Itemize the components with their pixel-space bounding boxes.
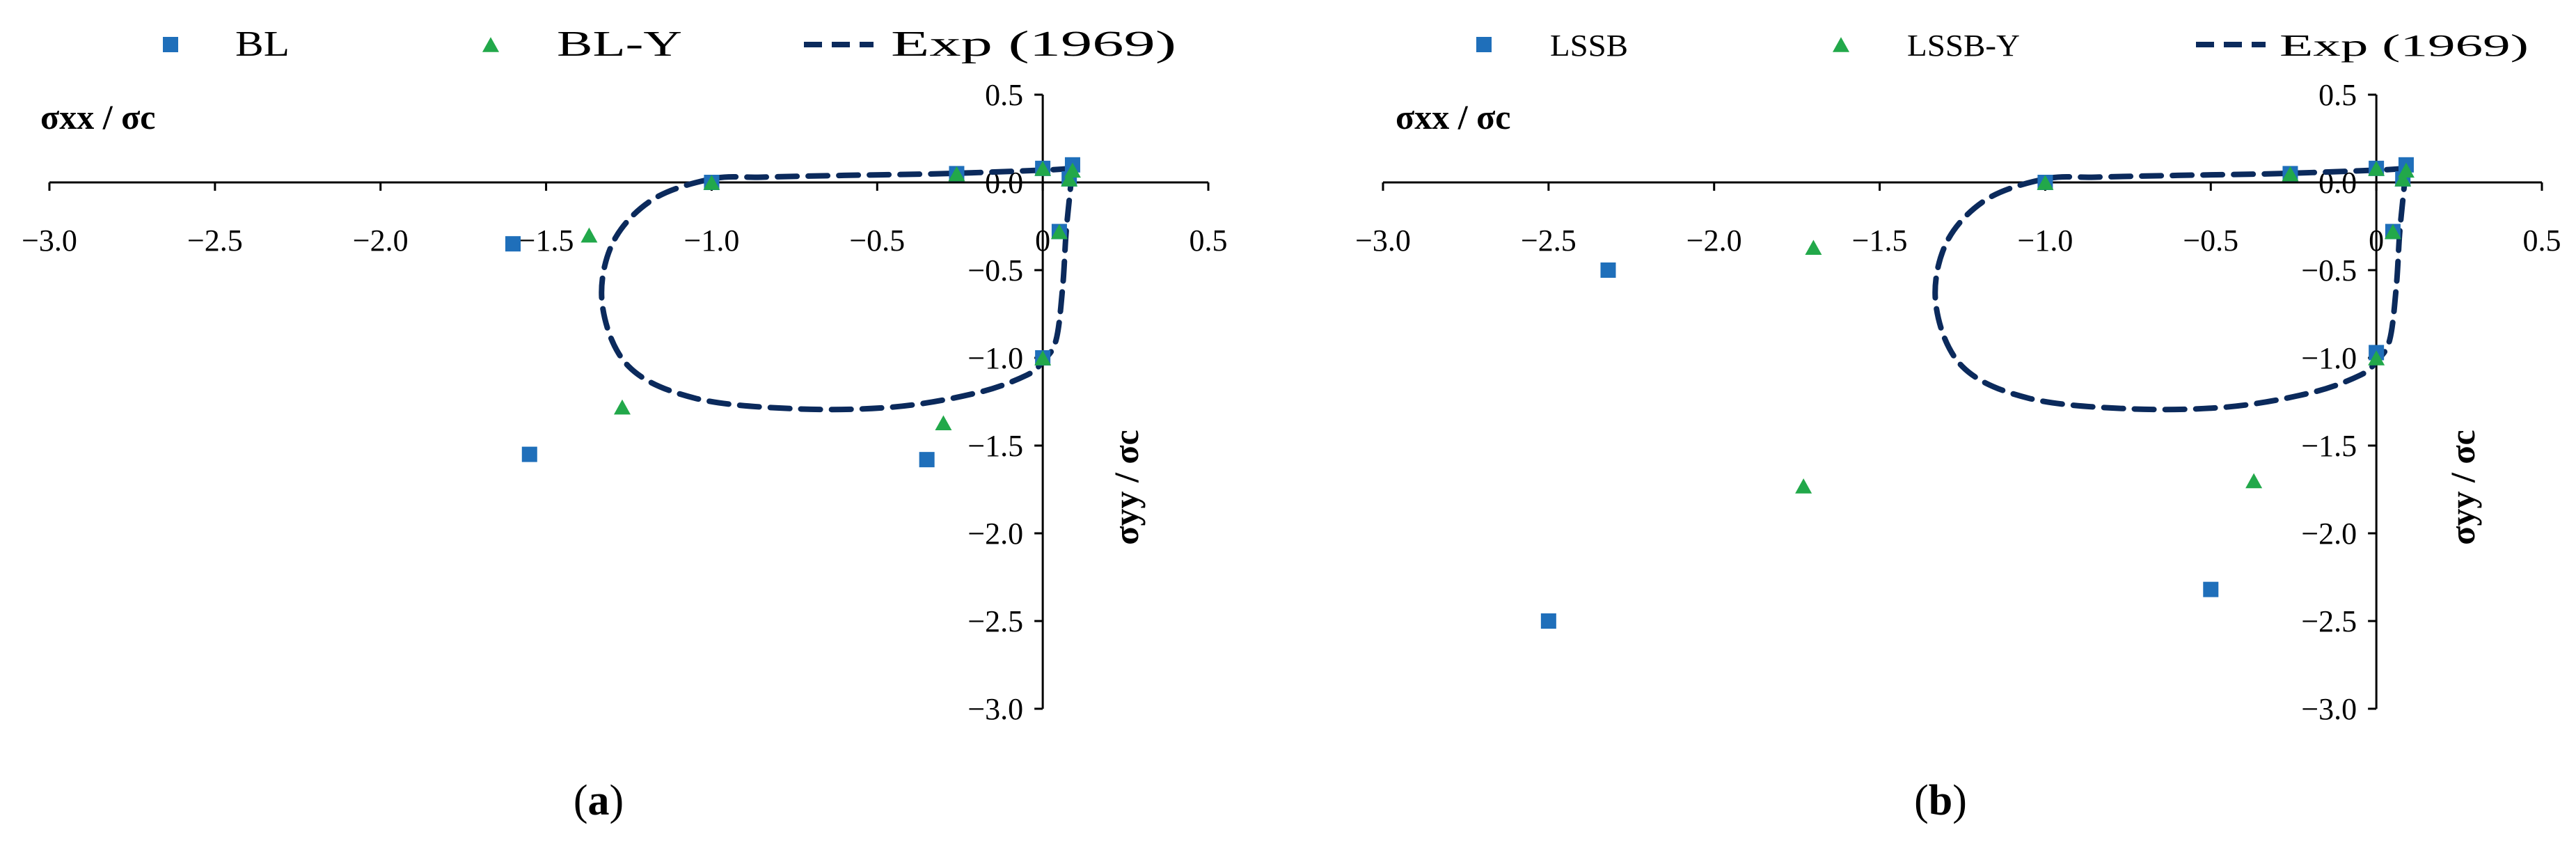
legend-label: Exp (1969) <box>2279 29 2529 63</box>
data-point-triangle <box>2282 166 2299 182</box>
data-point-square <box>1600 262 1616 278</box>
exp-1969-curve <box>1932 165 2409 413</box>
x-tick-label: −2.5 <box>1521 223 1577 258</box>
panel-label: (a) <box>574 777 624 824</box>
panel-label-close-paren: ) <box>610 777 624 824</box>
data-point-triangle <box>613 399 631 415</box>
legend-label: Exp (1969) <box>891 24 1176 64</box>
y-tick-label: −3.0 <box>2301 692 2357 726</box>
y-tick-label: −3.0 <box>967 692 1023 726</box>
legend-label: BL <box>235 24 290 64</box>
legend-label: LSSB <box>1550 29 1628 63</box>
data-point-triangle <box>580 227 598 243</box>
data-point-triangle <box>1050 223 1068 240</box>
panel-label-letter: a <box>588 777 610 824</box>
x-tick-label: −0.5 <box>2183 223 2238 258</box>
data-point-square <box>919 452 935 468</box>
y-tick-label: −0.5 <box>2301 253 2357 288</box>
x-axis-label: σxx / σc <box>1396 97 1510 136</box>
data-point-square <box>505 236 521 252</box>
data-point-triangle <box>1034 350 1052 366</box>
x-tick-label: −0.5 <box>849 223 905 258</box>
x-tick-label: −2.5 <box>187 223 243 258</box>
data-point-triangle <box>1034 161 1052 176</box>
data-point-square <box>521 446 537 462</box>
y-tick-label: −2.0 <box>2301 517 2357 551</box>
x-tick-label: 0 <box>1035 223 1050 258</box>
data-point-triangle <box>2394 171 2412 187</box>
legend-square-swatch <box>163 37 178 52</box>
y-tick-label: −1.0 <box>2301 341 2357 375</box>
panel-label: (b) <box>1914 777 1967 824</box>
legend-label: BL-Y <box>557 24 682 64</box>
legend-square-swatch <box>1476 37 1492 52</box>
panel-label-open-paren: ( <box>1914 777 1929 824</box>
x-tick-label: −3.0 <box>22 223 77 258</box>
data-point-triangle <box>703 175 720 190</box>
x-tick-label: 0.5 <box>2523 223 2561 258</box>
data-point-triangle <box>935 415 952 431</box>
y-tick-label: 0.5 <box>985 78 1023 112</box>
chart-panel-a: −3.0 −2.5 −2.0 −1.5 −1.0 −0.5 0 0.50.50.0−0.5−1… <box>22 24 1227 824</box>
data-point-triangle <box>948 166 965 182</box>
x-tick-label: 0 <box>2369 223 2384 258</box>
data-point-square <box>2203 581 2219 597</box>
panel-label-close-paren: ) <box>1952 777 1967 824</box>
data-point-triangle <box>2368 350 2385 366</box>
data-point-triangle <box>2368 161 2385 176</box>
y-axis-label: σyy / σc <box>2443 430 2482 544</box>
y-tick-label: −1.0 <box>967 341 1023 375</box>
legend-triangle-swatch <box>1833 37 1849 52</box>
data-point-triangle <box>2037 175 2054 190</box>
y-tick-label: −2.0 <box>967 517 1023 551</box>
y-tick-label: −2.5 <box>967 604 1023 638</box>
x-tick-label: −1.5 <box>1852 223 1908 258</box>
x-tick-label: −1.0 <box>684 223 740 258</box>
data-point-triangle <box>1805 240 1822 256</box>
x-tick-label: −1.5 <box>519 223 574 258</box>
data-point-triangle <box>2245 473 2263 489</box>
data-point-square <box>1540 613 1556 629</box>
legend-triangle-swatch <box>482 37 499 52</box>
x-tick-label: −2.0 <box>353 223 409 258</box>
x-tick-label: −1.0 <box>2018 223 2073 258</box>
panel-label-letter: b <box>1929 777 1952 824</box>
data-point-triangle <box>1061 171 1078 187</box>
chart-panel-b: −3.0 −2.5 −2.0 −1.5 −1.0 −0.5 0 0.50.50.0−0.5−1… <box>1355 29 2561 824</box>
legend-label: LSSB-Y <box>1907 29 2020 63</box>
data-point-triangle <box>1795 478 1812 494</box>
y-tick-label: −1.5 <box>967 429 1023 463</box>
x-tick-label: 0.5 <box>1190 223 1228 258</box>
y-axis-label: σyy / σc <box>1107 430 1146 544</box>
y-tick-label: −1.5 <box>2301 429 2357 463</box>
exp-1969-curve <box>599 165 1075 413</box>
data-point-triangle <box>2384 223 2401 240</box>
x-tick-label: −2.0 <box>1686 223 1742 258</box>
x-axis-label: σxx / σc <box>40 97 155 136</box>
panel-label-open-paren: ( <box>574 777 588 824</box>
x-tick-label: −3.0 <box>1355 223 1411 258</box>
y-tick-label: −0.5 <box>967 253 1023 288</box>
y-tick-label: −2.5 <box>2301 604 2357 638</box>
y-tick-label: 0.5 <box>2318 78 2357 112</box>
